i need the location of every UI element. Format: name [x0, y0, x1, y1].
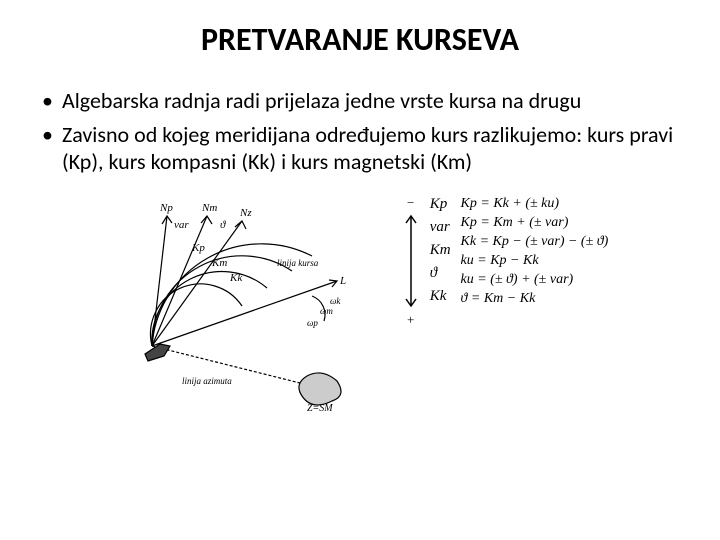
sym-theta: ϑ: [430, 265, 451, 282]
slide-title: PRETVARANJE KURSEVA: [40, 20, 680, 59]
label-az-line: linija azimuta: [182, 376, 232, 386]
figure-row: Np Nm Nz var ϑ Kp Km Kk linija kursa L ω…: [40, 196, 680, 416]
label-z: Z=SM: [307, 403, 333, 414]
equation: ku = (± ϑ) + (± var): [461, 272, 609, 288]
minus-sign: −: [407, 196, 414, 209]
formula-block: − + Kp var Km ϑ Kk Kp = Kk + (± ku) Kp =…: [402, 196, 609, 326]
label-var: var: [174, 219, 189, 231]
label-wk: ωk: [330, 296, 341, 306]
equation: Kk = Kp − (± var) − (± ϑ): [461, 234, 609, 250]
bullet-list: Algebarska radnja radi prijelaza jedne v…: [40, 87, 680, 176]
label-kp: Kp: [191, 242, 205, 254]
compass-diagram: Np Nm Nz var ϑ Kp Km Kk linija kursa L ω…: [112, 196, 372, 416]
equation: Kp = Km + (± var): [461, 215, 609, 231]
symbol-stack: Kp var Km ϑ Kk: [430, 196, 451, 305]
label-theta: ϑ: [220, 219, 226, 231]
plus-sign: +: [407, 313, 414, 326]
label-km: Km: [211, 257, 227, 269]
label-wp: ωp: [307, 318, 318, 328]
label-nz: Nz: [239, 207, 252, 219]
label-kurs-line: linija kursa: [277, 258, 319, 268]
bullet-item: Algebarska radnja radi prijelaza jedne v…: [40, 87, 680, 115]
label-nm: Nm: [201, 202, 217, 214]
equation: Kp = Kk + (± ku): [461, 196, 609, 212]
sym-var: var: [430, 219, 451, 236]
sym-km: Km: [430, 242, 451, 259]
label-l: L: [339, 275, 346, 287]
sym-kp: Kp: [430, 196, 451, 213]
label-wm: ωm: [320, 306, 333, 316]
bullet-item: Zavisno od kojeg meridijana određujemo k…: [40, 121, 680, 176]
equation: ϑ = Km − Kk: [461, 291, 609, 307]
equation-list: Kp = Kk + (± ku) Kp = Km + (± var) Kk = …: [461, 196, 609, 307]
sign-bar: − +: [402, 196, 420, 326]
equation: ku = Kp − Kk: [461, 253, 609, 269]
sym-kk: Kk: [430, 288, 451, 305]
label-np: Np: [159, 202, 173, 214]
arrow-bar-icon: [402, 211, 420, 311]
label-kk: Kk: [229, 272, 243, 284]
